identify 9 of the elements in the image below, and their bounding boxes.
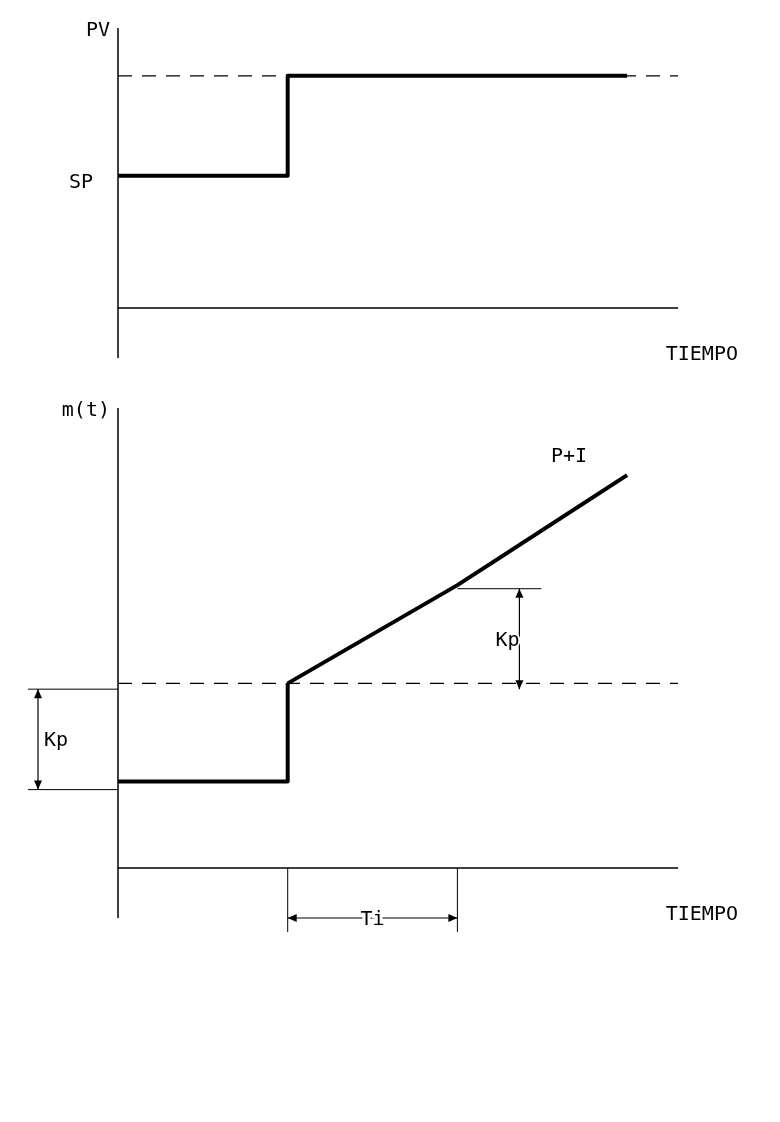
y-axis-title: m(t)	[61, 397, 110, 421]
annotation: Kp	[495, 626, 520, 651]
text: Ti	[360, 906, 385, 930]
text: Kp	[44, 727, 69, 752]
x-axis-title: TIEMPO	[665, 341, 738, 365]
y-axis-title: PV	[85, 17, 110, 41]
text: SP	[68, 168, 93, 193]
x-axis-title: TIEMPO	[665, 901, 738, 925]
series-label: P+I	[550, 443, 588, 468]
